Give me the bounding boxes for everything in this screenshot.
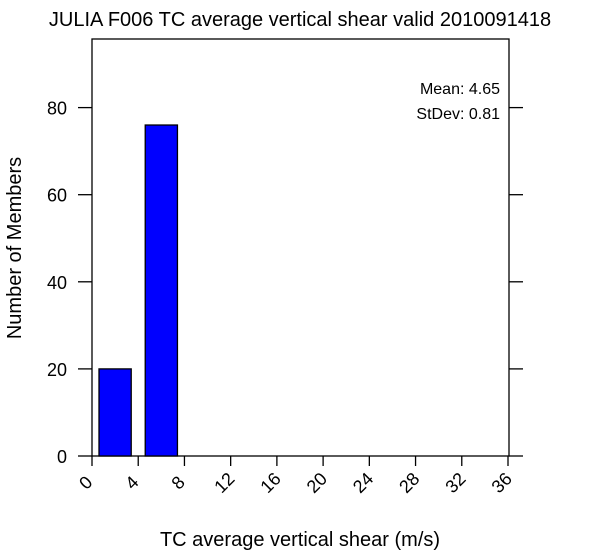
x-axis: 0 4 8 12 16 20 24 28 32 36 bbox=[75, 456, 516, 497]
y-tick-label: 0 bbox=[57, 447, 67, 467]
x-tick-label: 0 bbox=[75, 472, 96, 493]
x-tick-label: 4 bbox=[121, 472, 142, 493]
y-axis: 0 20 40 60 80 bbox=[47, 99, 523, 467]
x-tick-label: 8 bbox=[168, 472, 189, 493]
x-tick-label: 24 bbox=[349, 469, 377, 497]
y-tick-label: 40 bbox=[47, 273, 67, 293]
y-tick-label: 60 bbox=[47, 186, 67, 206]
chart-title: JULIA F006 TC average vertical shear val… bbox=[49, 9, 551, 31]
annotation-stdev: StDev: 0.81 bbox=[416, 106, 500, 123]
y-tick-label: 80 bbox=[47, 99, 67, 119]
x-axis-label: TC average vertical shear (m/s) bbox=[160, 529, 440, 551]
annotation-mean: Mean: 4.65 bbox=[420, 81, 500, 98]
histogram-bar bbox=[144, 124, 179, 457]
x-tick-label: 20 bbox=[303, 469, 331, 497]
x-tick-label: 32 bbox=[441, 469, 469, 497]
bars-layer bbox=[98, 124, 179, 457]
histogram-bar bbox=[98, 368, 132, 457]
x-tick-label: 16 bbox=[256, 469, 284, 497]
y-axis-label: Number of Members bbox=[4, 157, 26, 339]
x-tick-label: 12 bbox=[210, 469, 238, 497]
plot-area-frame bbox=[91, 38, 510, 457]
y-tick-label: 20 bbox=[47, 360, 67, 380]
x-tick-label: 28 bbox=[395, 469, 423, 497]
x-tick-label: 36 bbox=[488, 469, 516, 497]
